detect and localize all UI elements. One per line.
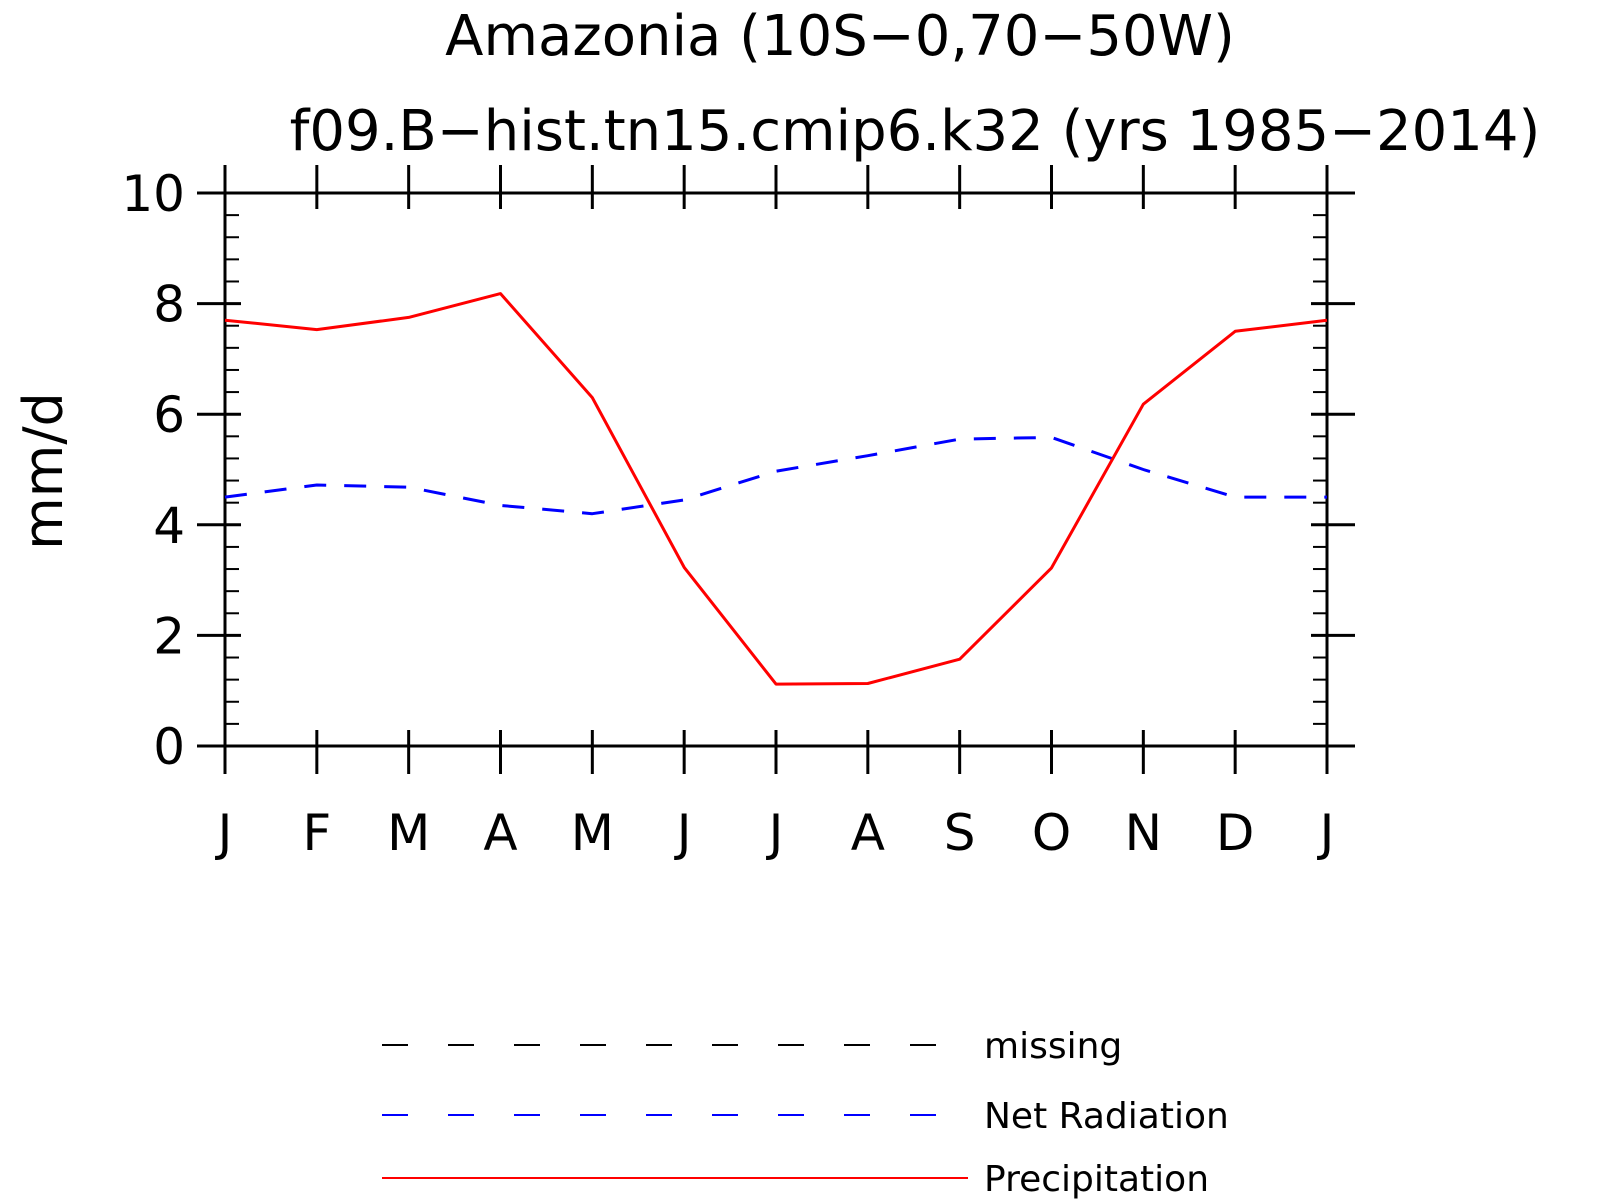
y-tick-label: 4 (153, 497, 185, 555)
x-tick-label: J (766, 804, 784, 862)
plot-frame (223, 191, 1329, 748)
x-tick-label: S (944, 804, 976, 862)
y-tick-label: 2 (153, 607, 185, 665)
x-tick-label: O (1032, 804, 1071, 862)
x-tick-label: N (1125, 804, 1162, 862)
y-tick-label: 6 (153, 386, 185, 444)
x-tick-label: J (1317, 804, 1335, 862)
x-tick-label: F (302, 804, 331, 862)
legend: missing Net Radiation Precipitation (382, 1026, 1229, 1199)
y-tick-label: 0 (153, 718, 185, 776)
y-tick-label: 8 (153, 276, 185, 334)
y-tick-label: 10 (121, 165, 185, 223)
series-line-1 (224, 435, 1327, 516)
x-tick-label: A (483, 804, 517, 862)
y-axis-label: mm/d (12, 392, 75, 550)
x-tick-label: J (674, 804, 692, 862)
x-tick-label: A (851, 804, 885, 862)
x-tick-label: M (571, 804, 614, 862)
series-line-2 (224, 292, 1328, 686)
x-tick-label: M (387, 804, 430, 862)
legend-label: missing (984, 1026, 1122, 1067)
legend-label: Net Radiation (984, 1096, 1229, 1137)
legend-label: Precipitation (984, 1159, 1209, 1199)
chart-title: Amazonia (10S−0,70−50W) (445, 4, 1235, 69)
x-tick-label: D (1216, 804, 1255, 862)
x-tick-label: J (215, 804, 233, 862)
chart-subtitle: f09.B−hist.tn15.cmip6.k32 (yrs 1985−2014… (290, 99, 1541, 164)
